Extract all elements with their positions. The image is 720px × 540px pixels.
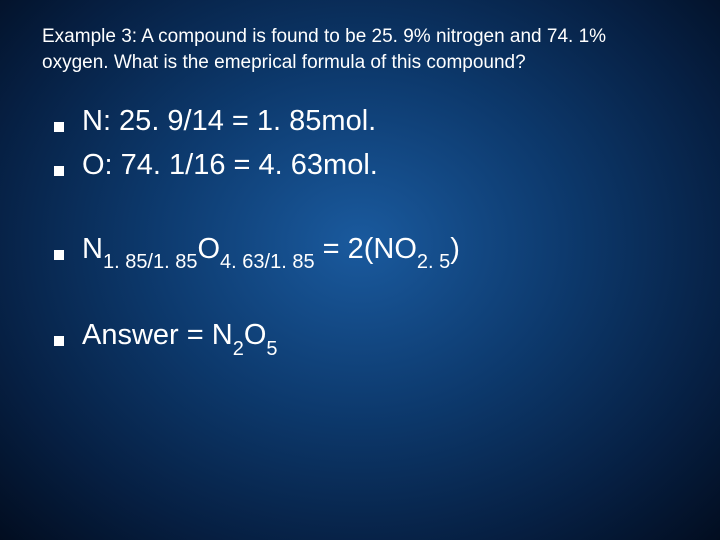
- bullet-text-formula: N1. 85/1. 85O4. 63/1. 85 = 2(NO2. 5): [82, 231, 460, 272]
- bullet-row-oxygen: O: 74. 1/16 = 4. 63mol.: [36, 147, 684, 185]
- close: ): [450, 233, 460, 265]
- eq: = 2(NO: [315, 233, 417, 265]
- bullet-marker: [54, 122, 64, 132]
- bullet-text: O: 74. 1/16 = 4. 63mol.: [82, 147, 378, 185]
- el2: O: [197, 233, 220, 265]
- bullet-text: N: 25. 9/14 = 1. 85mol.: [82, 103, 376, 141]
- bullet-row-nitrogen: N: 25. 9/14 = 1. 85mol.: [36, 103, 684, 141]
- bullet-text-answer: Answer = N2O5: [82, 317, 278, 358]
- sub1: 1. 85/1. 85: [103, 251, 198, 273]
- mid: O: [244, 319, 267, 351]
- sub1: 2: [233, 338, 244, 360]
- bullet-marker: [54, 166, 64, 176]
- el1: N: [82, 233, 103, 265]
- sub3: 2. 5: [417, 251, 450, 273]
- example-question: Example 3: A compound is found to be 25.…: [36, 24, 684, 75]
- bullet-row-ratio: N1. 85/1. 85O4. 63/1. 85 = 2(NO2. 5): [36, 231, 684, 272]
- bullet-marker: [54, 336, 64, 346]
- sub2: 4. 63/1. 85: [220, 251, 315, 273]
- bullet-row-answer: Answer = N2O5: [36, 317, 684, 358]
- lead: Answer = N: [82, 319, 233, 351]
- bullet-marker: [54, 250, 64, 260]
- sub2: 5: [266, 338, 277, 360]
